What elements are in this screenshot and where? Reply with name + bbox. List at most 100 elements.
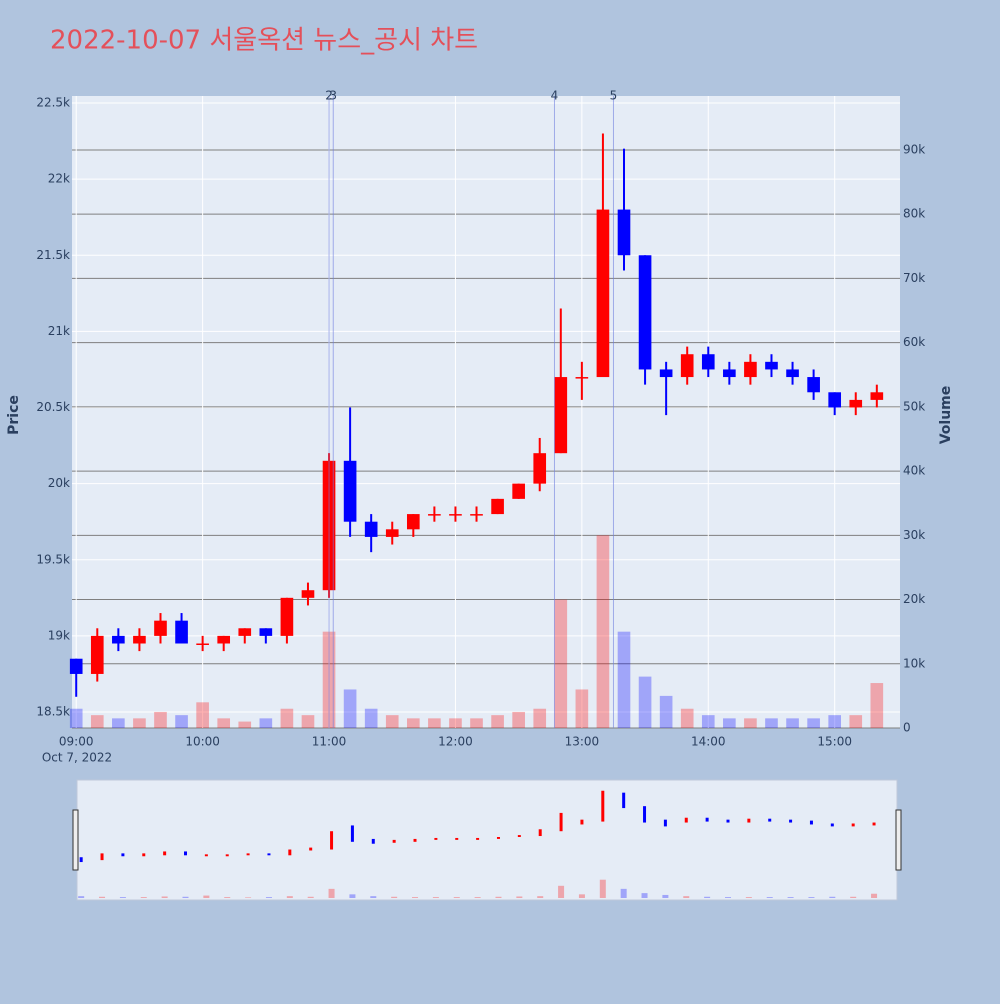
slider-volume [265,897,272,898]
volume-bar [449,718,462,728]
candle-body [112,635,125,644]
candle-body [849,399,863,408]
volume-bar [470,718,483,728]
volume-bar [133,718,146,728]
x-tick-label: 13:00 [565,735,600,749]
volume-bar [786,718,799,728]
candle-body [133,635,146,644]
y2-tick-label: 80k [903,207,925,221]
slider-volume [745,897,752,898]
candle-body [723,369,736,378]
candle-body [259,628,273,636]
candle-body [154,620,167,636]
candle-body [217,635,231,644]
slider-volume [307,896,314,898]
slider-volume [599,879,606,898]
y2-tick-label: 60k [903,335,925,349]
volume-bar [428,718,441,728]
x-tick-label: 11:00 [312,735,347,749]
slider-volume [349,894,356,898]
candle-body [638,255,652,370]
slider-volume [766,897,773,898]
volume-bar [406,718,420,728]
y2-axis-title: Volume [938,386,954,445]
y-axis-title: Price [6,395,22,435]
news-label: 3 [329,89,337,103]
volume-bar [491,715,504,728]
slider-volume [99,896,106,898]
candle-body [428,514,441,516]
slider-volume [578,894,585,898]
plot-area [72,96,900,728]
slider-volume [203,895,210,898]
candle-body [596,209,610,378]
slider-volume [641,893,648,898]
volume-bar [385,715,399,728]
volume-bar [69,708,83,728]
slider-volume [286,896,293,898]
slider-volume [78,896,85,898]
rangeslider[interactable] [76,779,898,901]
candle-body [807,377,820,393]
slider-volume [474,897,481,898]
y2-tick-label: 20k [903,592,925,606]
x-tick-label: 12:00 [438,735,473,749]
candle-body [870,392,884,400]
slider-volume [850,896,857,898]
slider-volume [808,897,815,898]
volume-bar [343,689,357,728]
slider-volume [620,888,627,898]
volume-bar [301,715,315,728]
candle-body [828,392,842,408]
candle-body [491,498,504,515]
volume-bar [364,708,378,728]
volume-bar [533,708,547,728]
slider-volume [328,888,335,898]
candle-body [301,590,315,598]
y-tick-label: 21k [48,324,70,338]
volume-bar [90,715,104,728]
volume-bar [617,631,631,728]
x-tick-label: 14:00 [691,735,726,749]
slider-volume [412,897,419,898]
candle-body [765,361,778,370]
x-tick-label: 15:00 [817,735,852,749]
slider-volume [724,897,731,898]
candle-body [554,377,568,454]
y-tick-label: 18.5k [36,705,70,719]
volume-bar [112,718,125,728]
volume-bar [175,715,188,728]
volume-bar [765,718,778,728]
slider-volume [224,897,231,898]
y-tick-label: 19.5k [36,552,70,566]
volume-bar [280,708,294,728]
volume-bar [217,718,231,728]
x-date-label: Oct 7, 2022 [42,751,112,765]
x-tick-label: 09:00 [59,735,94,749]
volume-bar [870,683,884,728]
candle-body [69,658,83,674]
y-tick-label: 20.5k [36,400,70,414]
volume-bar [849,715,863,728]
candle-body [533,453,547,484]
candle-body [786,369,799,378]
volume-bar [259,718,273,728]
volume-bar [659,695,673,728]
y-tick-label: 20k [48,476,70,490]
volume-bar [680,708,694,728]
slider-volume [245,897,252,898]
candle-body [701,354,715,370]
slider-handle[interactable] [895,809,902,871]
candle-body [470,514,483,516]
volume-bar [723,718,736,728]
candle-body [512,483,525,499]
slider-volume [140,897,147,898]
slider-volume [495,896,502,898]
slider-handle[interactable] [72,809,79,871]
news-label: 4 [551,89,559,103]
y-tick-label: 19k [48,628,70,642]
volume-bar [807,718,820,728]
slider-volume [787,897,794,898]
slider-volume [537,896,544,898]
